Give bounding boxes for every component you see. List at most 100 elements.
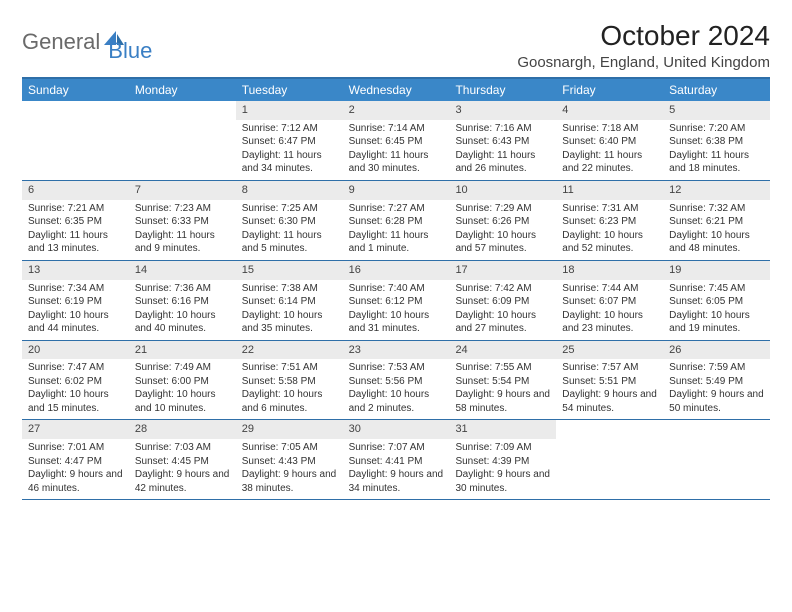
sunset-text: Sunset: 6:14 PM bbox=[242, 295, 337, 309]
daylight-text: Daylight: 9 hours and 30 minutes. bbox=[455, 468, 550, 495]
daylight-text: Daylight: 11 hours and 9 minutes. bbox=[135, 229, 230, 256]
sunset-text: Sunset: 6:12 PM bbox=[349, 295, 444, 309]
day-number: 22 bbox=[236, 341, 343, 360]
weekday-header: Sunday bbox=[22, 79, 129, 101]
day-cell: 12Sunrise: 7:32 AMSunset: 6:21 PMDayligh… bbox=[663, 181, 770, 260]
day-number: 6 bbox=[22, 181, 129, 200]
daylight-text: Daylight: 11 hours and 1 minute. bbox=[349, 229, 444, 256]
daylight-text: Daylight: 10 hours and 19 minutes. bbox=[669, 309, 764, 336]
header: General Blue October 2024 Goosnargh, Eng… bbox=[22, 20, 770, 71]
weekday-header: Wednesday bbox=[343, 79, 450, 101]
sunrise-text: Sunrise: 7:34 AM bbox=[28, 282, 123, 296]
day-cell: 4Sunrise: 7:18 AMSunset: 6:40 PMDaylight… bbox=[556, 101, 663, 180]
day-number: 1 bbox=[236, 101, 343, 120]
daylight-text: Daylight: 10 hours and 31 minutes. bbox=[349, 309, 444, 336]
day-cell: 21Sunrise: 7:49 AMSunset: 6:00 PMDayligh… bbox=[129, 341, 236, 420]
day-content: Sunrise: 7:14 AMSunset: 6:45 PMDaylight:… bbox=[343, 120, 450, 180]
day-content: Sunrise: 7:44 AMSunset: 6:07 PMDaylight:… bbox=[556, 280, 663, 340]
day-number: 29 bbox=[236, 420, 343, 439]
sunset-text: Sunset: 4:43 PM bbox=[242, 455, 337, 469]
day-number: 17 bbox=[449, 261, 556, 280]
day-cell: 1Sunrise: 7:12 AMSunset: 6:47 PMDaylight… bbox=[236, 101, 343, 180]
calendar-grid: SundayMondayTuesdayWednesdayThursdayFrid… bbox=[22, 77, 770, 500]
daylight-text: Daylight: 10 hours and 40 minutes. bbox=[135, 309, 230, 336]
day-cell: 3Sunrise: 7:16 AMSunset: 6:43 PMDaylight… bbox=[449, 101, 556, 180]
daylight-text: Daylight: 10 hours and 44 minutes. bbox=[28, 309, 123, 336]
day-content: Sunrise: 7:42 AMSunset: 6:09 PMDaylight:… bbox=[449, 280, 556, 340]
day-number: 28 bbox=[129, 420, 236, 439]
day-cell: 5Sunrise: 7:20 AMSunset: 6:38 PMDaylight… bbox=[663, 101, 770, 180]
sunrise-text: Sunrise: 7:16 AM bbox=[455, 122, 550, 136]
day-cell: 31Sunrise: 7:09 AMSunset: 4:39 PMDayligh… bbox=[449, 420, 556, 499]
day-number: 19 bbox=[663, 261, 770, 280]
day-cell: 20Sunrise: 7:47 AMSunset: 6:02 PMDayligh… bbox=[22, 341, 129, 420]
day-number: 9 bbox=[343, 181, 450, 200]
weekday-header: Saturday bbox=[663, 79, 770, 101]
month-title: October 2024 bbox=[517, 20, 770, 52]
sunrise-text: Sunrise: 7:03 AM bbox=[135, 441, 230, 455]
day-content: Sunrise: 7:49 AMSunset: 6:00 PMDaylight:… bbox=[129, 359, 236, 419]
day-content: Sunrise: 7:45 AMSunset: 6:05 PMDaylight:… bbox=[663, 280, 770, 340]
day-content: Sunrise: 7:40 AMSunset: 6:12 PMDaylight:… bbox=[343, 280, 450, 340]
sunset-text: Sunset: 6:07 PM bbox=[562, 295, 657, 309]
day-cell: 18Sunrise: 7:44 AMSunset: 6:07 PMDayligh… bbox=[556, 261, 663, 340]
sunrise-text: Sunrise: 7:31 AM bbox=[562, 202, 657, 216]
day-number: 20 bbox=[22, 341, 129, 360]
sunset-text: Sunset: 6:43 PM bbox=[455, 135, 550, 149]
sunset-text: Sunset: 6:05 PM bbox=[669, 295, 764, 309]
sunset-text: Sunset: 6:30 PM bbox=[242, 215, 337, 229]
day-number: 14 bbox=[129, 261, 236, 280]
daylight-text: Daylight: 10 hours and 23 minutes. bbox=[562, 309, 657, 336]
sunrise-text: Sunrise: 7:12 AM bbox=[242, 122, 337, 136]
day-cell: . bbox=[129, 101, 236, 180]
day-cell: 9Sunrise: 7:27 AMSunset: 6:28 PMDaylight… bbox=[343, 181, 450, 260]
sunset-text: Sunset: 4:45 PM bbox=[135, 455, 230, 469]
daylight-text: Daylight: 9 hours and 38 minutes. bbox=[242, 468, 337, 495]
day-content: Sunrise: 7:53 AMSunset: 5:56 PMDaylight:… bbox=[343, 359, 450, 419]
sunrise-text: Sunrise: 7:49 AM bbox=[135, 361, 230, 375]
day-content: Sunrise: 7:32 AMSunset: 6:21 PMDaylight:… bbox=[663, 200, 770, 260]
day-cell: . bbox=[556, 420, 663, 499]
daylight-text: Daylight: 11 hours and 26 minutes. bbox=[455, 149, 550, 176]
sunset-text: Sunset: 4:39 PM bbox=[455, 455, 550, 469]
daylight-text: Daylight: 11 hours and 30 minutes. bbox=[349, 149, 444, 176]
sunset-text: Sunset: 6:09 PM bbox=[455, 295, 550, 309]
day-content: Sunrise: 7:09 AMSunset: 4:39 PMDaylight:… bbox=[449, 439, 556, 499]
day-cell: 14Sunrise: 7:36 AMSunset: 6:16 PMDayligh… bbox=[129, 261, 236, 340]
daylight-text: Daylight: 11 hours and 18 minutes. bbox=[669, 149, 764, 176]
day-number: 7 bbox=[129, 181, 236, 200]
brand-logo: General Blue bbox=[22, 20, 152, 64]
day-content: Sunrise: 7:16 AMSunset: 6:43 PMDaylight:… bbox=[449, 120, 556, 180]
day-cell: 24Sunrise: 7:55 AMSunset: 5:54 PMDayligh… bbox=[449, 341, 556, 420]
day-cell: 22Sunrise: 7:51 AMSunset: 5:58 PMDayligh… bbox=[236, 341, 343, 420]
daylight-text: Daylight: 9 hours and 54 minutes. bbox=[562, 388, 657, 415]
day-content: Sunrise: 7:03 AMSunset: 4:45 PMDaylight:… bbox=[129, 439, 236, 499]
week-row: 27Sunrise: 7:01 AMSunset: 4:47 PMDayligh… bbox=[22, 420, 770, 500]
daylight-text: Daylight: 9 hours and 58 minutes. bbox=[455, 388, 550, 415]
daylight-text: Daylight: 10 hours and 52 minutes. bbox=[562, 229, 657, 256]
sunrise-text: Sunrise: 7:29 AM bbox=[455, 202, 550, 216]
sunset-text: Sunset: 6:45 PM bbox=[349, 135, 444, 149]
daylight-text: Daylight: 10 hours and 27 minutes. bbox=[455, 309, 550, 336]
day-number: 4 bbox=[556, 101, 663, 120]
sunrise-text: Sunrise: 7:47 AM bbox=[28, 361, 123, 375]
sunset-text: Sunset: 6:28 PM bbox=[349, 215, 444, 229]
day-content: Sunrise: 7:38 AMSunset: 6:14 PMDaylight:… bbox=[236, 280, 343, 340]
day-cell: 16Sunrise: 7:40 AMSunset: 6:12 PMDayligh… bbox=[343, 261, 450, 340]
day-content: Sunrise: 7:59 AMSunset: 5:49 PMDaylight:… bbox=[663, 359, 770, 419]
sunrise-text: Sunrise: 7:55 AM bbox=[455, 361, 550, 375]
sunrise-text: Sunrise: 7:57 AM bbox=[562, 361, 657, 375]
sunrise-text: Sunrise: 7:20 AM bbox=[669, 122, 764, 136]
day-cell: 23Sunrise: 7:53 AMSunset: 5:56 PMDayligh… bbox=[343, 341, 450, 420]
day-number: 13 bbox=[22, 261, 129, 280]
day-content: Sunrise: 7:34 AMSunset: 6:19 PMDaylight:… bbox=[22, 280, 129, 340]
daylight-text: Daylight: 10 hours and 15 minutes. bbox=[28, 388, 123, 415]
sunrise-text: Sunrise: 7:21 AM bbox=[28, 202, 123, 216]
weekday-header: Monday bbox=[129, 79, 236, 101]
day-number: 25 bbox=[556, 341, 663, 360]
day-number: 12 bbox=[663, 181, 770, 200]
weeks-container: ..1Sunrise: 7:12 AMSunset: 6:47 PMDaylig… bbox=[22, 101, 770, 500]
daylight-text: Daylight: 9 hours and 46 minutes. bbox=[28, 468, 123, 495]
sunset-text: Sunset: 5:58 PM bbox=[242, 375, 337, 389]
day-cell: 17Sunrise: 7:42 AMSunset: 6:09 PMDayligh… bbox=[449, 261, 556, 340]
